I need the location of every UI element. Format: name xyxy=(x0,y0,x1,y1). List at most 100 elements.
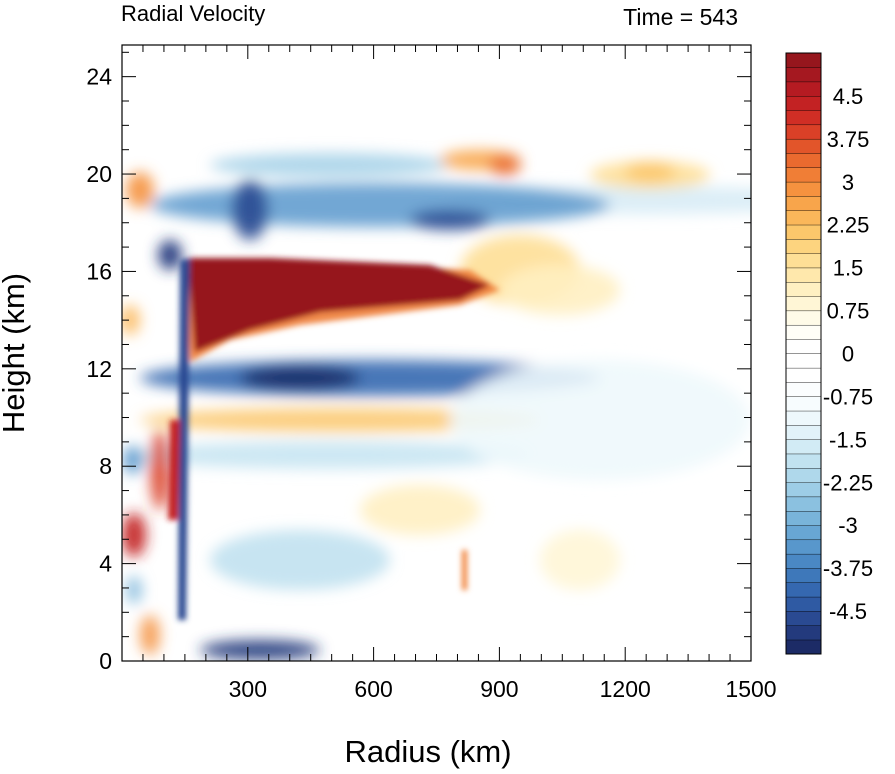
colorbar-swatch xyxy=(785,525,822,541)
plot-area xyxy=(121,44,752,662)
velocity-field xyxy=(122,150,751,660)
colorbar-swatch xyxy=(785,439,822,455)
colorbar-swatch xyxy=(785,124,822,140)
colorbar-swatch xyxy=(785,67,822,83)
field-blob xyxy=(540,530,620,590)
field-blob xyxy=(232,180,268,240)
field-blob xyxy=(130,441,530,469)
colorbar-label: 0 xyxy=(842,342,854,367)
colorbar-label: -1.5 xyxy=(829,427,867,452)
field-blob xyxy=(240,366,360,390)
x-tick-label: 1500 xyxy=(725,676,776,702)
colorbar-label: -3 xyxy=(838,513,858,538)
y-tick-label: 4 xyxy=(99,551,112,577)
colorbar-swatch xyxy=(785,496,822,512)
field-blob xyxy=(140,615,160,655)
field-blob xyxy=(140,408,540,432)
colorbar-swatch xyxy=(785,367,822,383)
y-tick-label: 8 xyxy=(99,453,112,479)
colorbar-label: 1.5 xyxy=(833,256,864,281)
y-axis: 0 4 8 12 16 20 24 xyxy=(86,51,751,674)
colorbar-swatch xyxy=(785,281,822,297)
y-tick-label: 20 xyxy=(86,161,112,187)
colorbar-swatch xyxy=(785,553,822,569)
x-tick-label: 300 xyxy=(229,676,267,702)
field-blob xyxy=(122,305,140,335)
colorbar-swatch xyxy=(785,195,822,211)
time-label: Time = 543 xyxy=(623,4,738,30)
x-tick-label: 600 xyxy=(354,676,392,702)
field-blob xyxy=(200,640,320,660)
colorbar-swatch xyxy=(785,510,822,526)
colorbar-swatch xyxy=(785,639,822,655)
colorbar-swatch xyxy=(785,467,822,483)
x-axis-label: Radius (km) xyxy=(344,734,511,769)
y-tick-label: 16 xyxy=(86,258,112,284)
colorbar-swatch xyxy=(785,224,822,240)
colorbar-swatch xyxy=(785,596,822,612)
field-blob xyxy=(126,172,154,208)
colorbar-swatch xyxy=(785,152,822,168)
field-blob xyxy=(500,265,620,315)
field-blob xyxy=(122,513,146,557)
colorbar-swatch xyxy=(785,567,822,583)
colorbar-swatch xyxy=(785,396,822,412)
colorbar-label: 3 xyxy=(842,170,854,195)
colorbar-swatch xyxy=(785,167,822,183)
colorbar-swatch xyxy=(785,424,822,440)
field-blob xyxy=(123,446,143,474)
colorbar-swatch xyxy=(785,625,822,641)
colorbar-swatch xyxy=(785,253,822,269)
colorbar-swatch xyxy=(785,582,822,598)
colorbar-label: 0.75 xyxy=(827,299,870,324)
colorbar-swatch xyxy=(785,267,822,283)
colorbar-swatch xyxy=(785,610,822,626)
x-tick-label: 900 xyxy=(480,676,518,702)
colorbar-swatch xyxy=(785,310,822,326)
field-blob xyxy=(625,162,675,182)
colorbar-swatch xyxy=(785,410,822,426)
colorbar-swatch xyxy=(785,95,822,111)
colorbar-swatch xyxy=(785,81,822,97)
field-blob xyxy=(450,360,750,480)
field-blob xyxy=(210,530,390,590)
colorbar-swatch xyxy=(785,52,822,68)
outflow-jet-core xyxy=(188,258,490,352)
colorbar-label: 2.25 xyxy=(827,213,870,238)
inner-edge-red xyxy=(168,420,180,520)
colorbar-label: 3.75 xyxy=(827,127,870,152)
colorbar-swatch xyxy=(785,296,822,312)
colorbar-swatch xyxy=(785,238,822,254)
colorbar-swatch xyxy=(785,324,822,340)
spike xyxy=(462,550,467,590)
colorbar-swatch xyxy=(785,539,822,555)
field-blob xyxy=(489,155,521,175)
y-tick-label: 12 xyxy=(86,356,112,382)
colorbar-swatch xyxy=(785,138,822,154)
colorbar-frame xyxy=(785,52,822,655)
field-blob xyxy=(126,576,142,604)
colorbar: 4.5 3.75 3 2.25 1.5 0.75 0 -0.75 -1.5 -2.25 -3 -3.7… xyxy=(785,52,873,655)
colorbar-swatch xyxy=(785,210,822,226)
colorbar-label: -4.5 xyxy=(829,599,867,624)
y-tick-label: 24 xyxy=(86,64,112,90)
y-axis-label: Height (km) xyxy=(0,273,31,433)
colorbar-swatch xyxy=(785,338,822,355)
y-tick-label: 0 xyxy=(99,648,112,674)
field-blob xyxy=(158,240,182,270)
colorbar-swatch xyxy=(785,381,822,397)
colorbar-label: 4.5 xyxy=(833,84,864,109)
field-blob xyxy=(210,153,450,177)
field-blob xyxy=(410,210,490,230)
field-blob xyxy=(360,485,480,535)
colorbar-swatch xyxy=(785,453,822,469)
colorbar-swatch xyxy=(785,181,822,197)
chart-title: Radial Velocity xyxy=(121,1,265,26)
field-blob xyxy=(150,183,610,227)
field-blob xyxy=(150,430,170,510)
colorbar-swatch xyxy=(785,110,822,126)
inner-edge-blue xyxy=(178,258,190,620)
x-axis: 300 600 900 1200 1500 xyxy=(142,45,777,702)
colorbar-swatch xyxy=(785,482,822,498)
